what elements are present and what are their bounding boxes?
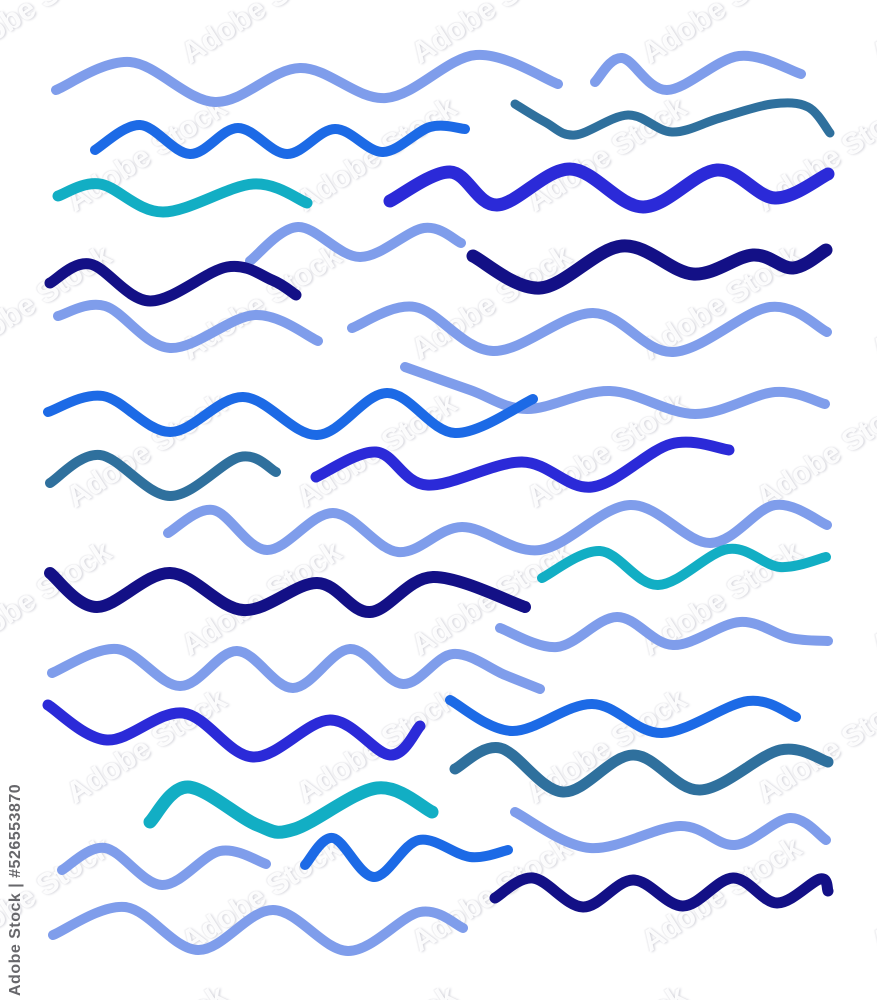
wave-stroke-w10 (53, 299, 323, 353)
wave-stroke-w11 (347, 301, 832, 358)
wave-stroke-w13 (43, 387, 538, 441)
wave-stroke-w24 (143, 780, 439, 839)
wave-stroke-w14 (45, 450, 281, 502)
wave-stroke-w5 (52, 178, 313, 218)
wave-stroke-w15 (310, 436, 735, 493)
wave-stroke-w7 (245, 222, 466, 266)
wave-stroke-w28 (489, 872, 834, 913)
wave-stroke-w23 (449, 742, 834, 798)
wave-stroke-w6 (383, 162, 835, 214)
wave-stroke-w17 (537, 543, 831, 591)
wave-stroke-w29 (48, 901, 468, 957)
wave-stroke-w4 (510, 98, 835, 140)
wave-stroke-w8 (44, 258, 302, 307)
wave-stroke-w27 (510, 807, 831, 854)
wave-stroke-w26 (57, 842, 271, 890)
wave-stroke-w16 (163, 499, 832, 558)
wave-stroke-w18 (44, 566, 531, 618)
wave-stroke-w3 (90, 120, 470, 160)
wave-stroke-w1 (51, 49, 563, 107)
wave-stroke-w20 (47, 643, 545, 694)
wave-stroke-w21 (42, 699, 426, 763)
wave-stroke-w19 (495, 611, 833, 653)
wave-stroke-w22 (445, 695, 801, 739)
wave-stroke-w25 (300, 833, 513, 882)
wave-stroke-w12 (400, 362, 830, 420)
stock-id-watermark: Adobe Stock | #526553870 (7, 783, 24, 996)
wave-stroke-w2 (590, 50, 806, 96)
wave-stroke-w9 (466, 239, 833, 295)
